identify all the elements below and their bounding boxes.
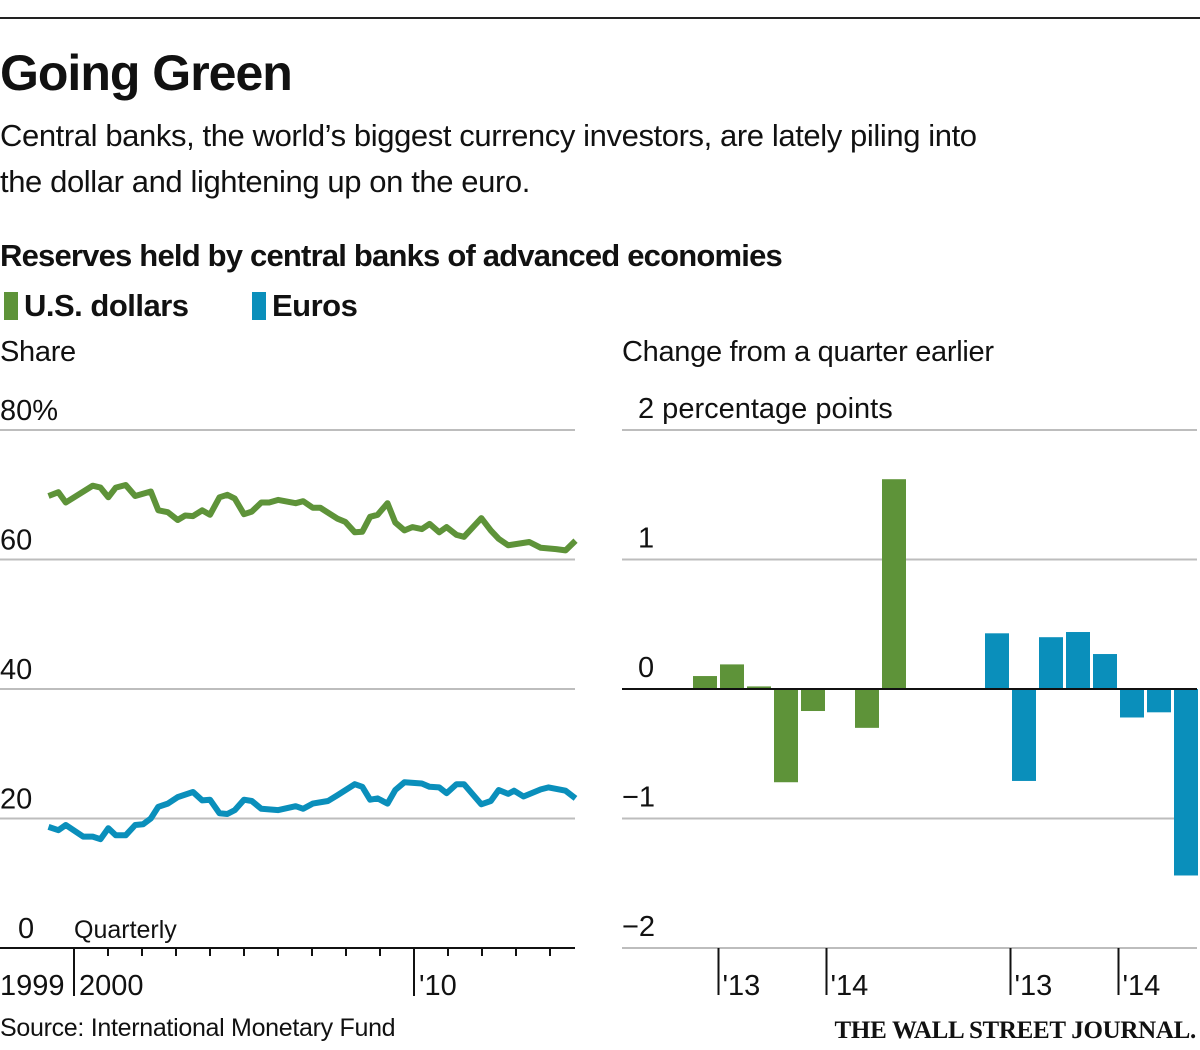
y-tick-label: 2 percentage points [638,393,893,425]
right-chart-title: Change from a quarter earlier [622,336,994,368]
y-tick-label: −2 [622,911,655,943]
bar-euros [1147,689,1171,713]
bar-dollars [855,689,879,728]
y-tick-label: 0 [18,913,34,945]
bar-euros [1012,689,1036,781]
bar-euros [1039,637,1063,689]
bar-euros [985,633,1009,689]
x-tick-label: '10 [419,970,457,1002]
y-tick-label: −1 [622,782,655,814]
bar-dollars [747,686,771,689]
legend-label: U.S. dollars [24,288,189,323]
page-title: Going Green [0,45,293,101]
x-tick-label: 1999 [0,970,65,1002]
series-line-euros [47,779,578,843]
x-tick-label: '13 [723,970,761,1002]
series-line-dollars [47,482,578,554]
subtitle-line-2: the dollar and lightening up on the euro… [0,164,530,199]
bar-dollars [693,676,717,689]
bar-dollars [720,664,744,689]
legend-label: Euros [272,288,358,323]
y-tick-label: 20 [0,784,32,816]
y-tick-label: 1 [638,523,654,555]
bar-euros [1120,689,1144,718]
bar-euros [1093,654,1117,689]
publisher-logo: THE WALL STREET JOURNAL. [834,1017,1197,1044]
y-tick-label: 60 [0,525,32,557]
legend-item-euros: Euros [252,288,358,324]
source-note: Source: International Monetary Fund [0,1014,396,1042]
y-tick-label: 40 [0,654,32,686]
left-chart-title: Share [0,336,76,368]
bar-dollars [774,689,798,783]
x-tick-label: 2000 [79,970,144,1002]
bar-dollars [801,689,825,712]
x-tick-label: '13 [1015,970,1053,1002]
chart-heading: Reserves held by central banks of advanc… [0,238,783,273]
annotation-quarterly: Quarterly [74,916,177,944]
x-tick-label: '14 [1123,970,1161,1002]
x-tick-label: '14 [831,970,869,1002]
y-tick-label: 0 [638,652,654,684]
bar-dollars [882,479,906,689]
legend-swatch-euros [252,292,266,320]
subtitle-line-1: Central banks, the world’s biggest curre… [0,118,977,153]
y-tick-label: 80% [0,395,58,427]
bar-euros [1174,689,1198,876]
top-rule [0,17,1200,19]
legend-swatch-dollars [4,292,18,320]
legend-item-dollars: U.S. dollars [4,288,189,324]
bar-euros [1066,632,1090,689]
